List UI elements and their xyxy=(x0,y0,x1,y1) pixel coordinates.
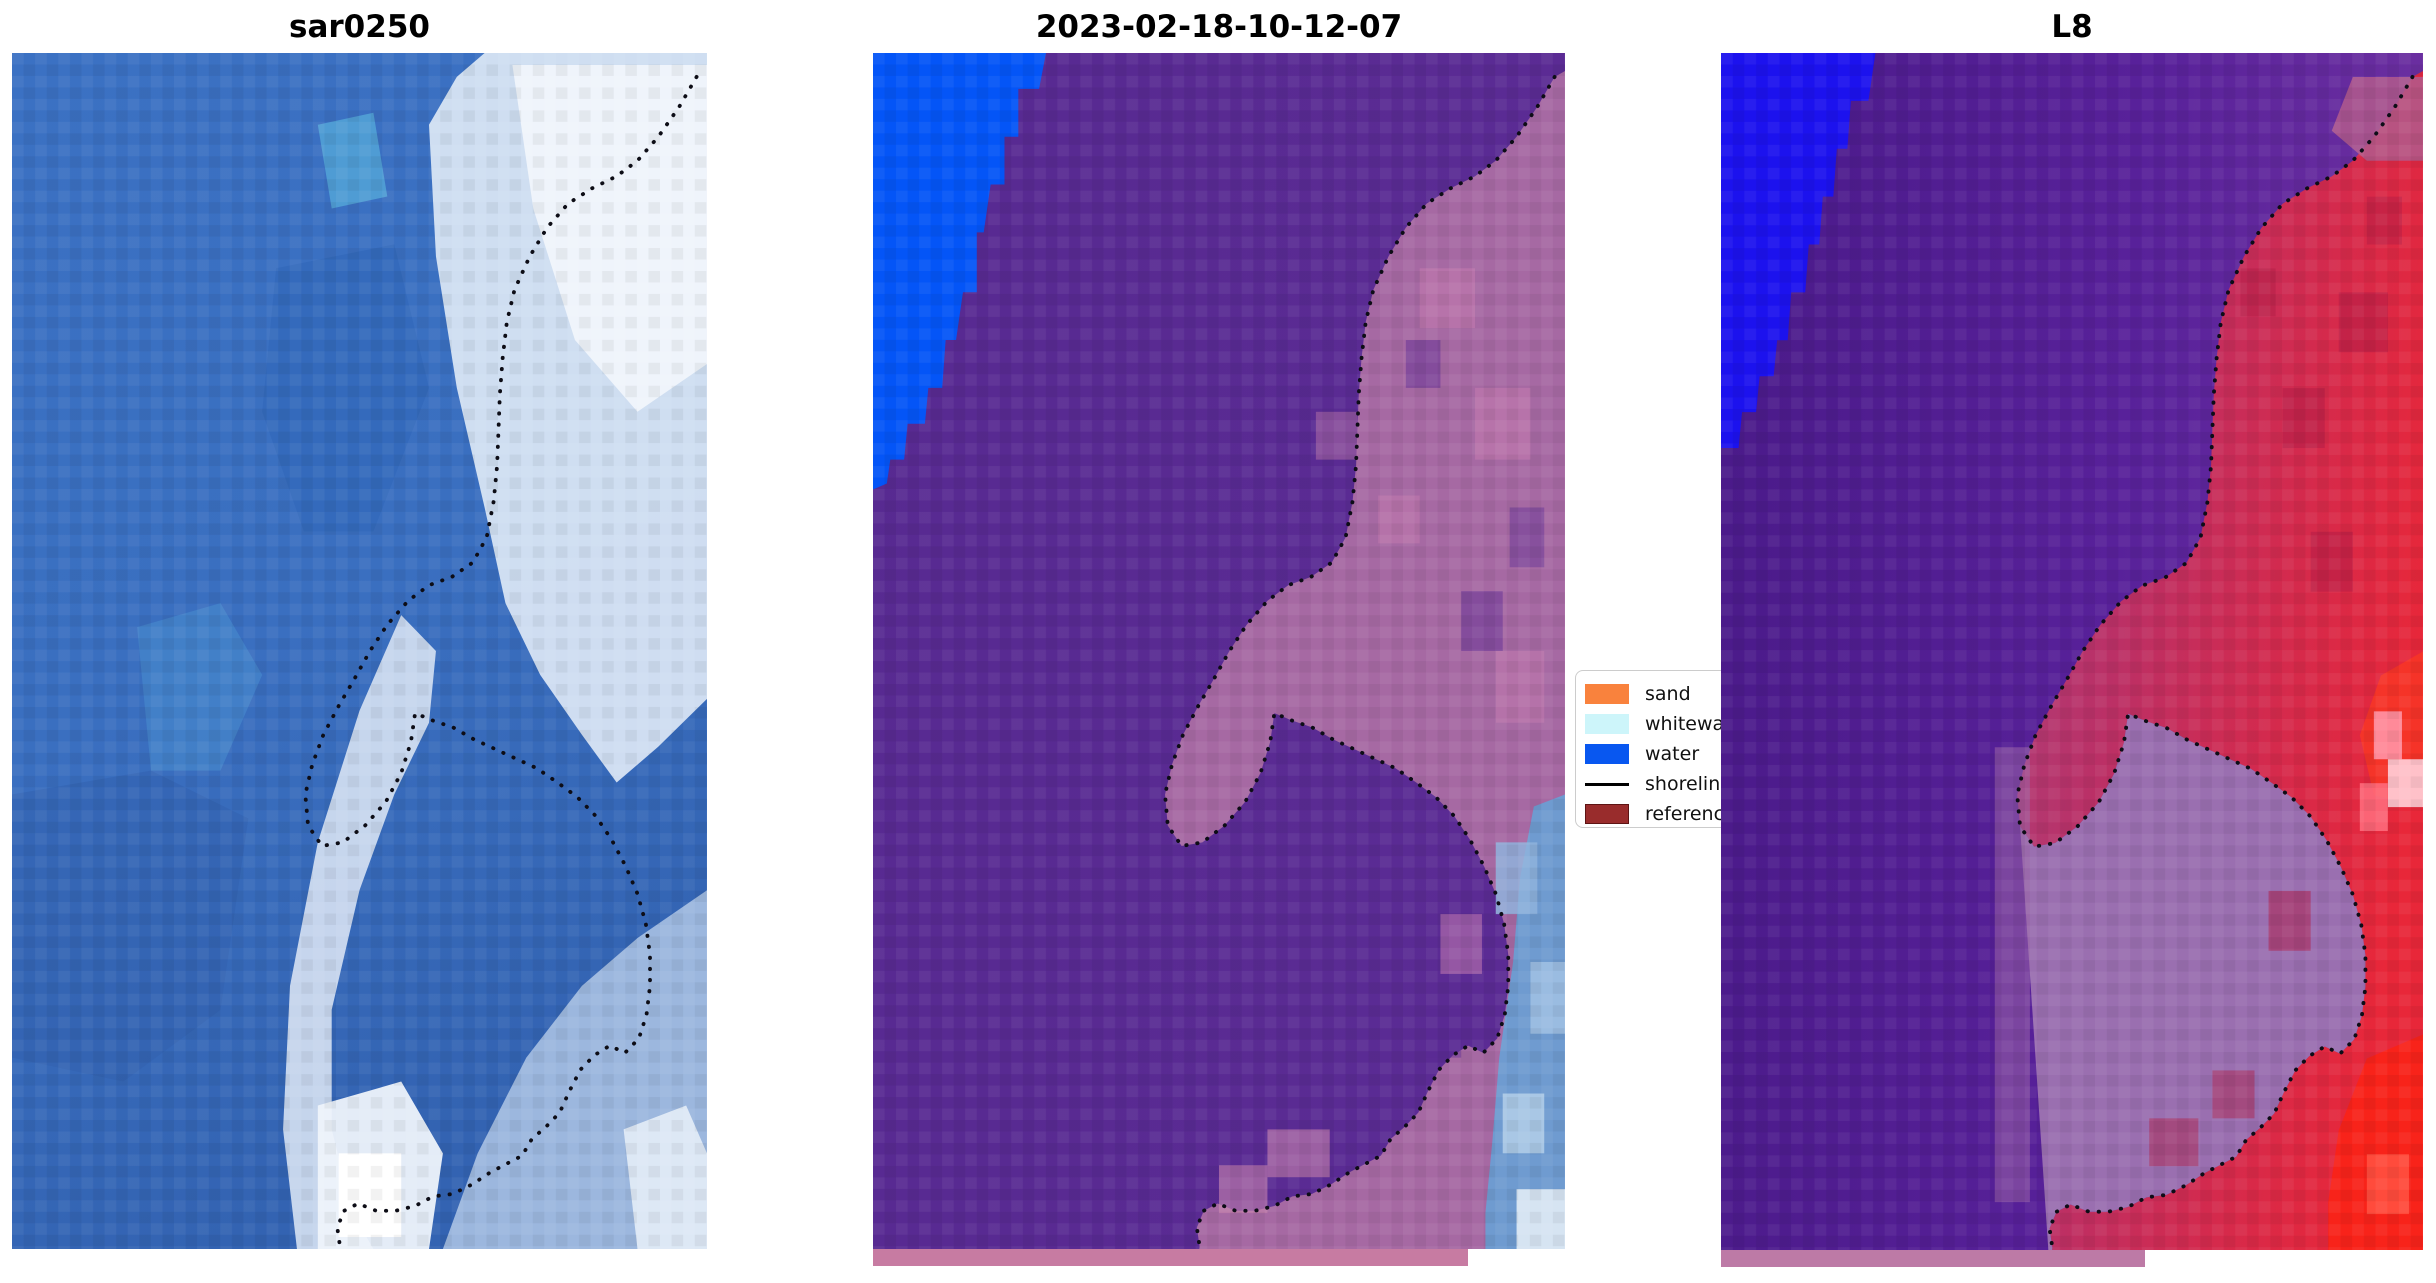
classified-shoreline-dots xyxy=(1163,75,1557,1249)
legend-line-swatch xyxy=(1585,782,1629,786)
panel-title-sar0250: sar0250 xyxy=(289,9,430,45)
l8-bottom-strip xyxy=(1721,1250,2145,1267)
legend-row-shoreline: shoreline xyxy=(1585,769,1824,799)
sar0250-image xyxy=(12,53,707,1249)
panel-title-l8: L8 xyxy=(2051,9,2093,45)
legend-label: shoreline xyxy=(1645,773,1732,795)
legend-row-reference: reference xyxy=(1585,799,1824,827)
l8-shoreline-dots xyxy=(2015,75,2415,1250)
classified-bottom-strip xyxy=(873,1249,1468,1266)
panel-l8 xyxy=(1721,53,2423,1250)
legend-row-water: water xyxy=(1585,739,1824,769)
l8-image xyxy=(1721,53,2423,1250)
panel-sar0250 xyxy=(12,53,707,1249)
legend-color-swatch xyxy=(1585,804,1629,824)
legend-label: water xyxy=(1645,743,1700,765)
legend-color-swatch xyxy=(1585,714,1629,734)
sar0250-shoreline-dots xyxy=(303,75,699,1249)
legend-color-swatch xyxy=(1585,684,1629,704)
legend-row-sand: sand xyxy=(1585,679,1824,709)
legend-color-swatch xyxy=(1585,744,1629,764)
legend-label: reference xyxy=(1645,803,1736,825)
panel-title-classified: 2023-02-18-10-12-07 xyxy=(1035,9,1403,45)
legend-label: sand xyxy=(1645,683,1691,705)
classified-image xyxy=(873,53,1565,1249)
panel-classified xyxy=(873,53,1565,1249)
